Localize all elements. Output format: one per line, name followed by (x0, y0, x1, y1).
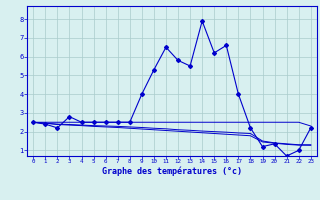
X-axis label: Graphe des températures (°c): Graphe des températures (°c) (102, 167, 242, 176)
